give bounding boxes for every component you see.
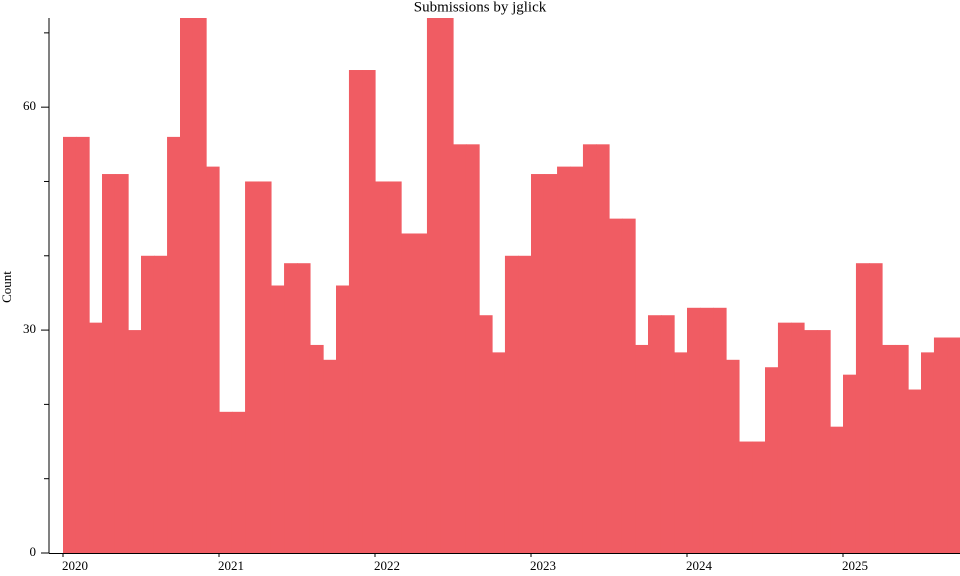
x-tick-label: 2025: [842, 558, 868, 573]
bar: [570, 166, 584, 553]
bar: [660, 315, 675, 553]
bar: [348, 70, 363, 553]
chart-title: Submissions by jglick: [414, 0, 547, 15]
bar: [648, 315, 662, 553]
bar: [699, 307, 714, 553]
y-tick-label: 30: [23, 321, 36, 336]
bar: [933, 337, 948, 553]
bar: [323, 359, 337, 553]
bar: [453, 144, 467, 553]
bar: [882, 344, 896, 553]
bar: [531, 174, 545, 553]
bar: [375, 181, 389, 553]
x-tick-label: 2023: [530, 558, 556, 573]
bar: [492, 352, 506, 553]
bar: [596, 144, 610, 553]
bar: [114, 174, 129, 553]
bar: [855, 263, 870, 553]
bar: [843, 374, 857, 553]
bar: [804, 330, 818, 553]
bar: [245, 181, 259, 553]
bar: [387, 181, 402, 553]
bar: [921, 352, 935, 553]
bar: [231, 411, 246, 553]
bar: [75, 136, 90, 553]
x-tick-label: 2020: [62, 558, 88, 573]
bar: [609, 218, 623, 553]
bar: [869, 263, 883, 553]
bar: [440, 18, 454, 553]
bar: [180, 18, 194, 553]
bar: [557, 166, 571, 553]
bar: [543, 174, 558, 553]
bar: [738, 441, 753, 553]
bar: [908, 389, 922, 553]
bar: [621, 218, 636, 553]
bar: [426, 18, 441, 553]
y-tick-label: 60: [23, 98, 36, 113]
bar: [765, 367, 779, 553]
bar: [336, 285, 350, 553]
bar: [167, 136, 181, 553]
y-axis-label: Count: [0, 271, 14, 303]
bar: [947, 337, 960, 553]
bar: [63, 136, 77, 553]
bar: [791, 322, 805, 553]
bar: [362, 70, 376, 553]
bar: [309, 344, 324, 553]
bar: [713, 307, 727, 553]
bar: [479, 315, 493, 553]
bar: [401, 233, 415, 553]
bar: [192, 18, 207, 553]
bar: [777, 322, 792, 553]
y-tick-label: 0: [30, 544, 37, 559]
bar: [297, 263, 311, 553]
bar: [270, 285, 285, 553]
bar: [518, 255, 532, 553]
x-tick-label: 2021: [218, 558, 244, 573]
bar: [830, 426, 844, 553]
bar: [687, 307, 701, 553]
bar: [635, 344, 649, 553]
bar: [752, 441, 766, 553]
bar: [89, 322, 103, 553]
x-tick-label: 2024: [686, 558, 713, 573]
bar: [414, 233, 428, 553]
bar: [141, 255, 155, 553]
bar: [726, 359, 740, 553]
bar: [102, 174, 116, 553]
bar: [816, 330, 831, 553]
x-tick-label: 2022: [374, 558, 400, 573]
bar: [582, 144, 597, 553]
bar: [504, 255, 519, 553]
bar: [894, 344, 909, 553]
bar: [206, 166, 220, 553]
bar: [674, 352, 688, 553]
bar: [284, 263, 298, 553]
bar: [258, 181, 272, 553]
bar: [465, 144, 480, 553]
bar: [153, 255, 168, 553]
bar: [128, 330, 142, 553]
bar: [219, 411, 233, 553]
